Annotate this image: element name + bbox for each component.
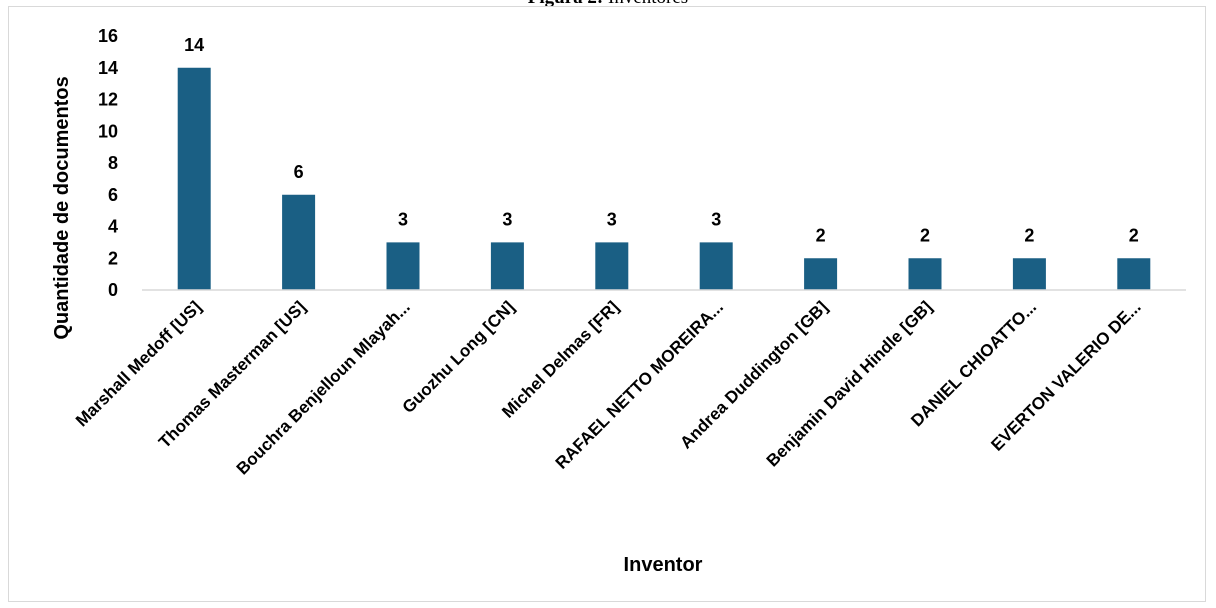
bar: [490, 242, 524, 290]
figure-caption-text: Inventores: [608, 0, 688, 8]
bar: [282, 194, 316, 290]
data-label: 3: [607, 209, 617, 229]
data-label: 3: [398, 209, 408, 229]
bars: [177, 67, 1151, 290]
x-axis-title: Inventor: [624, 554, 703, 576]
y-tick-label: 8: [108, 153, 118, 173]
bar: [699, 242, 733, 290]
y-tick-label: 0: [108, 280, 118, 300]
x-tick-label: RAFAEL NETTO MOREIRA...: [552, 297, 727, 472]
x-tick-label: Michel Delmas [FR]: [498, 297, 622, 421]
y-tick-label: 14: [98, 58, 118, 78]
figure-caption: Figura 2: Inventores: [0, 0, 1216, 9]
bar: [595, 242, 629, 290]
data-label: 2: [816, 225, 826, 245]
y-tick-label: 10: [98, 121, 118, 141]
y-tick-label: 16: [98, 26, 118, 46]
data-label: 2: [1024, 225, 1034, 245]
bar: [177, 67, 211, 290]
bar: [908, 258, 942, 290]
data-labels: 14 6 3 3 3 3 2 2 2 2: [184, 35, 1139, 246]
data-label: 2: [1129, 225, 1139, 245]
y-tick-label: 4: [108, 217, 118, 237]
x-tick-label: Guozhu Long [CN]: [399, 297, 519, 417]
data-label: 14: [184, 35, 204, 55]
bar: [386, 242, 420, 290]
bar: [1012, 258, 1046, 290]
y-tick-label: 6: [108, 185, 118, 205]
x-tick-label: Bouchra Benjelloun Mlayah...: [233, 297, 414, 478]
data-label: 2: [920, 225, 930, 245]
y-tick-label: 12: [98, 90, 118, 110]
bar: [804, 258, 838, 290]
x-axis-categories: Marshall Medoff [US]Thomas Masterman [US…: [72, 297, 1145, 478]
data-label: 6: [294, 162, 304, 182]
bar: [1117, 258, 1151, 290]
y-axis-ticks: 0 2 4 6 8 10 12 14 16: [98, 26, 118, 300]
figure-caption-prefix: Figura 2:: [528, 0, 603, 8]
y-tick-label: 2: [108, 248, 118, 268]
x-tick-label: Benjamin David Hindle [GB]: [763, 297, 936, 470]
data-label: 3: [502, 209, 512, 229]
y-axis-title: Quantidade de documentos: [51, 76, 73, 339]
data-label: 3: [711, 209, 721, 229]
